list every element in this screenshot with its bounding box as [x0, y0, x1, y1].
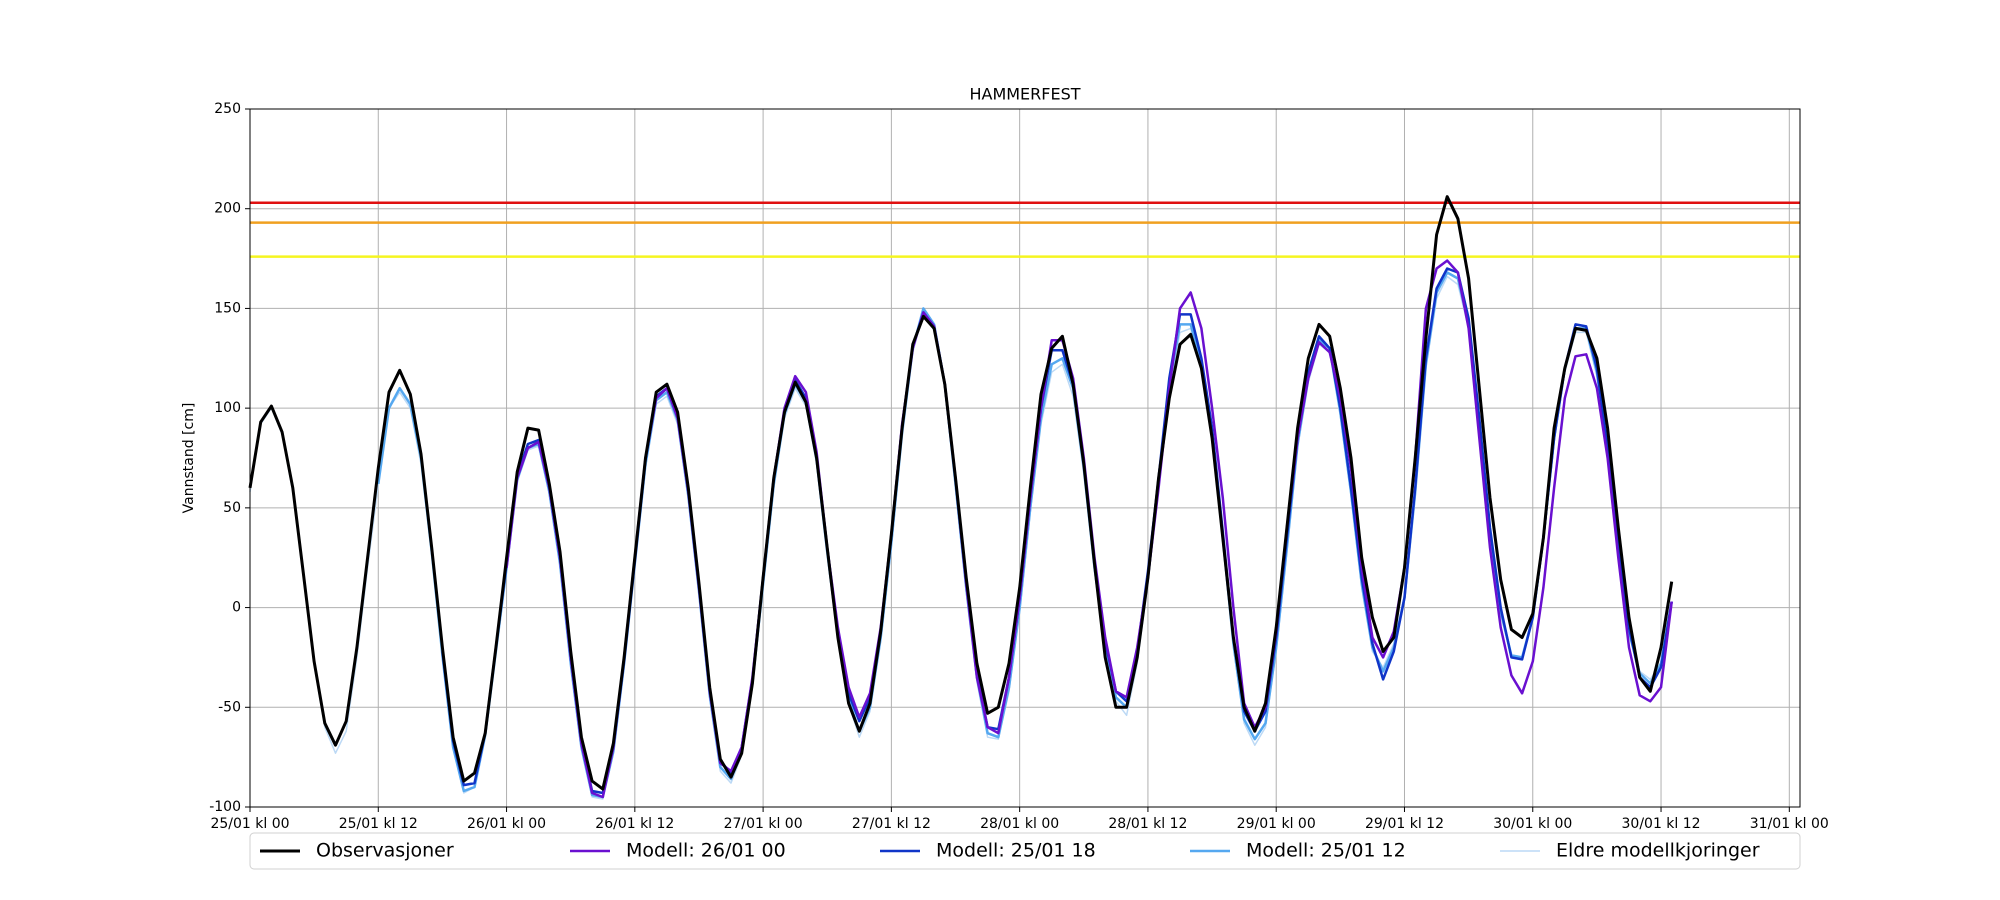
x-tick-label: 28/01 kl 00 [980, 816, 1059, 832]
legend-label: Modell: 25/01 12 [1246, 840, 1406, 862]
x-tick-label: 26/01 kl 00 [467, 816, 546, 832]
plot-frame [249, 108, 1801, 808]
x-tick-label: 31/01 kl 00 [1750, 816, 1829, 832]
y-tick-label: 150 [214, 300, 241, 316]
x-tick-label: 27/01 kl 12 [852, 816, 931, 832]
legend-label: Observasjoner [316, 840, 454, 862]
x-tick-label: 29/01 kl 00 [1237, 816, 1316, 832]
x-tick-label: 29/01 kl 12 [1365, 816, 1444, 832]
chart-title: HAMMERFEST [969, 85, 1080, 104]
x-tick-label: 25/01 kl 12 [339, 816, 418, 832]
y-tick-label: 100 [214, 400, 241, 416]
x-tick-label: 27/01 kl 00 [724, 816, 803, 832]
x-tick-label: 25/01 kl 00 [210, 816, 289, 832]
y-tick-label: 50 [223, 500, 241, 516]
legend-label: Modell: 25/01 18 [936, 840, 1096, 862]
x-tick-label: 30/01 kl 12 [1622, 816, 1701, 832]
legend-label: Eldre modellkjoringer [1556, 840, 1760, 862]
legend-box [249, 832, 1801, 870]
y-tick-label: 200 [214, 201, 241, 217]
legend: Observasjoner Modell: 26/01 00 Modell: 25/… [249, 832, 1801, 870]
x-tick-label: 30/01 kl 00 [1493, 816, 1572, 832]
series-line [248, 195, 1674, 791]
y-tick-label: 0 [232, 600, 241, 616]
plot-area [250, 109, 1800, 807]
y-tick-label: -50 [218, 699, 241, 715]
x-tick-label: 28/01 kl 12 [1108, 816, 1187, 832]
y-tick-label: -100 [209, 799, 241, 815]
y-axis-label: Vannstand [cm] [181, 403, 197, 514]
y-tick-label: 250 [214, 101, 241, 117]
x-tick-label: 26/01 kl 12 [595, 816, 674, 832]
legend-label: Modell: 26/01 00 [626, 840, 786, 862]
